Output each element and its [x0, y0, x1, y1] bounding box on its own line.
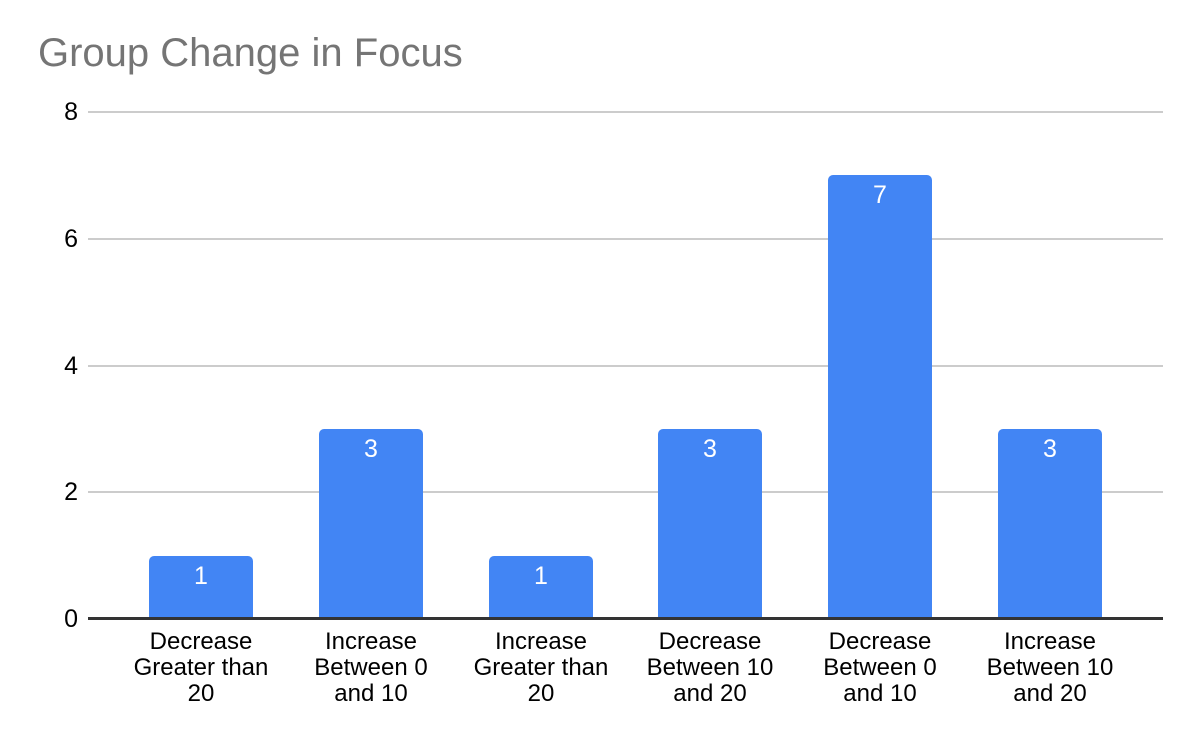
bar: 1	[489, 556, 593, 617]
x-axis-category-label: Increase Between 0 and 10	[314, 628, 428, 707]
bar: 3	[319, 429, 423, 617]
y-axis-tick-label: 6	[64, 225, 78, 253]
bar-value-label: 3	[364, 435, 378, 463]
bar-value-label: 1	[534, 562, 548, 590]
y-axis-tick-label: 8	[64, 98, 78, 126]
y-axis-tick-label: 0	[64, 605, 78, 633]
y-axis-tick-label: 4	[64, 352, 78, 380]
y-axis-tick-label: 2	[64, 478, 78, 506]
bar-value-label: 1	[194, 562, 208, 590]
chart-title: Group Change in Focus	[38, 31, 463, 75]
x-axis-line	[88, 617, 1163, 620]
bar: 3	[658, 429, 762, 617]
bar-value-label: 3	[1043, 435, 1057, 463]
x-axis-category-label: Increase Between 10 and 20	[986, 628, 1114, 707]
gridline	[88, 111, 1163, 113]
x-axis-category-label: Decrease Between 0 and 10	[823, 628, 937, 707]
bar-value-label: 7	[873, 181, 887, 209]
x-axis-category-label: Decrease Between 10 and 20	[646, 628, 774, 707]
gridline	[88, 365, 1163, 367]
bar-value-label: 3	[703, 435, 717, 463]
x-axis-category-label: Decrease Greater than 20	[133, 628, 269, 707]
bar: 7	[828, 175, 932, 617]
x-axis-category-label: Increase Greater than 20	[473, 628, 609, 707]
gridline	[88, 238, 1163, 240]
bar: 3	[998, 429, 1102, 617]
gridline	[88, 491, 1163, 493]
bar: 1	[149, 556, 253, 617]
